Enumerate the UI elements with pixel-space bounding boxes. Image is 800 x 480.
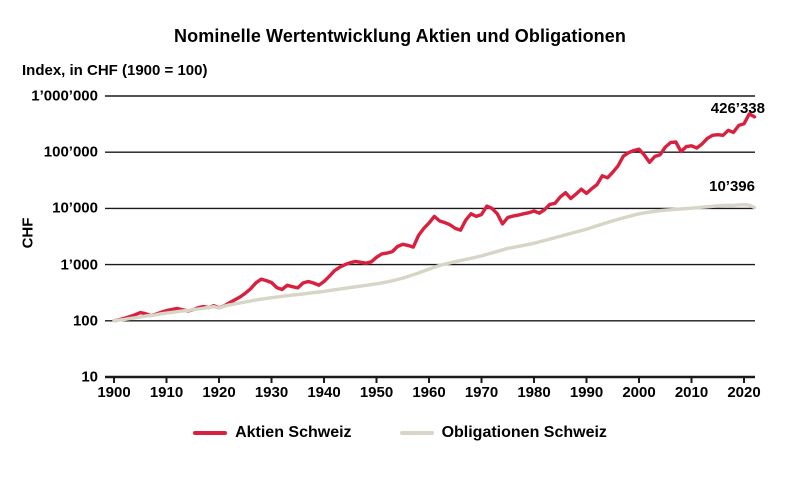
legend-item-obligationen: Obligationen Schweiz <box>399 424 607 442</box>
x-tick-label: 1970 <box>464 384 499 401</box>
obligationen-end-value-label: 10’396 <box>709 178 755 195</box>
legend: Aktien Schweiz Obligationen Schweiz <box>0 424 800 442</box>
x-tick-label: 2010 <box>674 384 709 401</box>
y-tick-label: 10’000 <box>52 199 98 217</box>
y-tick-label: 10 <box>81 368 98 386</box>
x-tick-label: 1990 <box>569 384 604 401</box>
x-tick-label: 1940 <box>307 384 341 401</box>
y-tick-label: 100 <box>72 312 98 330</box>
legend-label-obligationen: Obligationen Schweiz <box>441 424 607 441</box>
x-tick-label: 2020 <box>727 384 761 401</box>
legend-item-aktien: Aktien Schweiz <box>193 424 352 442</box>
x-tick-label: 1910 <box>149 384 184 401</box>
y-tick-label: 1’000 <box>60 256 98 274</box>
x-tick-label: 1900 <box>97 384 131 401</box>
legend-label-aktien: Aktien Schweiz <box>235 424 352 441</box>
aktien-end-value-label: 426’338 <box>710 100 765 117</box>
x-tick-label: 1980 <box>517 384 551 401</box>
x-tick-label: 1930 <box>254 384 289 401</box>
y-tick-label: 100’000 <box>43 143 98 161</box>
x-tick-label: 1960 <box>412 384 446 401</box>
series-line-aktien <box>112 112 757 323</box>
x-tick-label: 1920 <box>202 384 236 401</box>
x-tick-label: 2000 <box>622 384 656 401</box>
x-tick-label: 1950 <box>359 384 394 401</box>
chart-subtitle: Index, in CHF (1900 = 100) <box>22 62 208 79</box>
series-line-obligationen <box>112 202 757 323</box>
chart-title: Nominelle Wertentwicklung Aktien und Obl… <box>174 26 626 46</box>
obligationen-line-swatch <box>399 431 434 435</box>
aktien-line-swatch <box>193 431 228 435</box>
y-tick-label: 1’000’000 <box>31 87 98 105</box>
